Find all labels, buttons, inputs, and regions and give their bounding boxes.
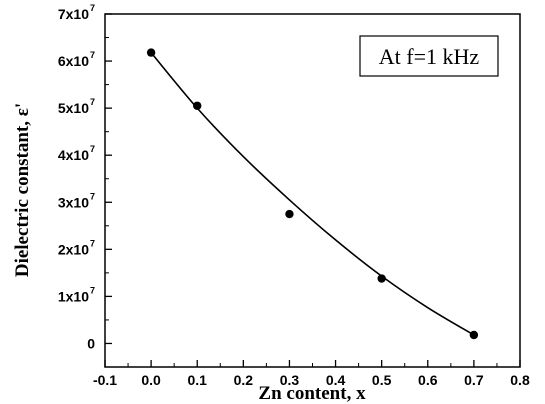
y-tick-exponent: 7: [90, 50, 95, 60]
x-tick-label: 0.5: [372, 372, 392, 388]
y-tick-label: 1x10: [58, 288, 89, 304]
fit-curve: [150, 52, 475, 336]
y-tick-exponent: 7: [90, 144, 95, 154]
data-point: [193, 101, 202, 110]
y-tick-label: 5x10: [58, 100, 89, 116]
y-tick-label: 2x10: [58, 241, 89, 257]
ticks: [104, 13, 521, 367]
x-tick-label: 0.7: [464, 372, 484, 388]
y-tick-exponent: 7: [90, 238, 95, 248]
y-tick-label: 3x10: [58, 194, 89, 210]
x-tick-label: 0.2: [234, 372, 254, 388]
data-point: [285, 209, 294, 219]
x-tick-label: 0.4: [326, 372, 346, 388]
x-tick-label: 0.6: [418, 372, 438, 388]
y-tick-exponent: 7: [90, 3, 95, 13]
data-points: [146, 48, 479, 340]
annotation-box: At f=1 kHz: [359, 35, 499, 77]
x-tick-label: 0.8: [510, 372, 530, 388]
x-tick-label: 0.3: [280, 372, 300, 388]
x-tick-label: -0.1: [93, 372, 117, 388]
y-tick-label: 7x10: [58, 6, 89, 22]
annotation-frame: [359, 35, 499, 77]
x-axis-title: Zn content, x: [258, 383, 366, 404]
y-tick-exponent: 7: [90, 285, 95, 295]
y-tick-exponent: 7: [90, 97, 95, 107]
y-tick-exponent: 7: [90, 191, 95, 201]
y-tick-label: 0: [87, 335, 95, 351]
y-tick-label: 6x10: [58, 53, 89, 69]
data-point: [377, 274, 386, 283]
y-axis-title: Dielectric constant, ε': [12, 103, 33, 277]
x-tick-label: 0.0: [141, 372, 161, 388]
annotation-text: At f=1 kHz: [379, 44, 480, 69]
data-point: [469, 330, 479, 340]
y-tick-label: 4x10: [58, 147, 89, 163]
data-point: [146, 48, 156, 57]
x-tick-label: 0.1: [187, 372, 207, 388]
